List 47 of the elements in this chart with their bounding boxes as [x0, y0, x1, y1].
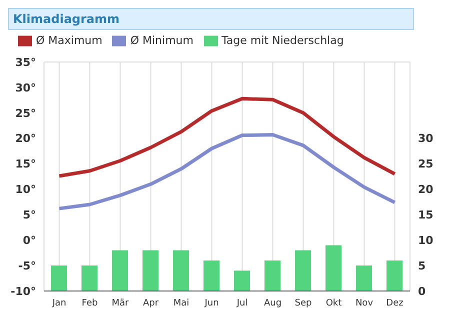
bar: [326, 245, 342, 291]
x-tick-label: Jul: [236, 298, 248, 308]
legend-label: Ø Maximum: [36, 34, 102, 48]
x-tick-label: Aug: [264, 298, 282, 308]
y-tick-label: 10°: [15, 183, 36, 196]
bar: [295, 250, 311, 291]
y-tick-label: 20°: [15, 132, 36, 146]
y-tick-label: 35°: [15, 56, 36, 69]
y2-tick-label: 25: [418, 158, 434, 171]
x-tick-label: Okt: [326, 298, 342, 308]
y2-tick-label: 10: [418, 234, 434, 248]
x-tick-label: Nov: [355, 298, 374, 308]
y-tick-label: 25°: [15, 106, 36, 120]
legend-label: Ø Minimum: [130, 34, 194, 48]
y2-tick-label: 5: [418, 259, 426, 272]
y-tick-label: 15°: [15, 158, 36, 171]
bar: [234, 270, 250, 291]
y-tick-label: 5°: [22, 208, 36, 222]
y2-tick-label: 0: [418, 284, 426, 298]
y-tick-label: 30°: [15, 81, 36, 94]
y2-tick-label: 20: [418, 183, 434, 196]
y-tick-label: -10°: [10, 284, 36, 298]
line-series: [58, 96, 396, 178]
bar: [112, 250, 128, 291]
y-tick-label: 0°: [22, 234, 36, 248]
y2-tick-label: 30: [418, 132, 434, 146]
x-tick-label: Mai: [173, 298, 190, 308]
x-tick-label: Sep: [294, 298, 312, 308]
bar: [82, 266, 98, 291]
chart-title: Klimadiagramm: [8, 8, 414, 30]
x-tick-label: Feb: [82, 298, 98, 308]
x-tick-label: Apr: [142, 298, 159, 308]
y2-tick-label: 15: [418, 208, 434, 222]
bar: [51, 266, 67, 291]
x-tick-label: Mär: [112, 298, 130, 308]
line-series: [58, 133, 396, 210]
x-tick-label: Jun: [204, 298, 219, 308]
x-tick-label: Dez: [386, 298, 404, 308]
bar: [356, 266, 372, 291]
y-tick-label: -5°: [18, 259, 36, 272]
bar: [264, 260, 280, 291]
bar: [204, 260, 220, 291]
legend-label: Tage mit Niederschlag: [222, 34, 344, 48]
bar: [386, 260, 402, 291]
bar: [142, 250, 158, 291]
bar: [173, 250, 189, 291]
x-tick-label: Jan: [51, 298, 66, 308]
